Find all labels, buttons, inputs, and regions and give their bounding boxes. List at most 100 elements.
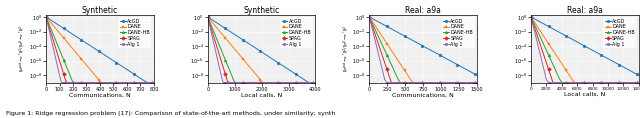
- Alg 1: [532, 34, 540, 36]
- DANE: [456, 82, 463, 83]
- DANE-HB: [379, 45, 387, 46]
- AcGD: [44, 18, 52, 19]
- Title: Synthetic: Synthetic: [82, 6, 118, 15]
- SPAG: [554, 82, 561, 83]
- AcGD: [635, 75, 640, 76]
- DANE: [591, 82, 598, 83]
- DANE: [235, 53, 243, 54]
- DANE-HB: [84, 82, 92, 83]
- DANE: [246, 66, 253, 67]
- DANE-HB: [68, 81, 76, 82]
- AcGD: [283, 68, 291, 69]
- SPAG: [372, 36, 380, 37]
- Alg 1: [145, 82, 153, 83]
- AcGD: [257, 51, 264, 52]
- SPAG: [51, 45, 59, 46]
- DANE-HB: [309, 82, 317, 83]
- Alg 1: [143, 82, 151, 83]
- SPAG: [204, 16, 212, 18]
- DANE-HB: [307, 82, 315, 83]
- DANE-HB: [540, 45, 548, 46]
- Alg 1: [139, 82, 147, 83]
- AcGD: [416, 44, 424, 45]
- AcGD: [633, 73, 640, 75]
- Line: AcGD: AcGD: [206, 16, 317, 84]
- DANE-HB: [551, 69, 559, 70]
- DANE: [620, 82, 627, 83]
- DANE-HB: [434, 82, 442, 83]
- DANE: [584, 82, 592, 83]
- AcGD: [449, 61, 457, 63]
- SPAG: [563, 82, 570, 83]
- AcGD: [241, 41, 249, 42]
- SPAG: [593, 82, 601, 83]
- DANE-HB: [365, 16, 373, 18]
- AcGD: [53, 23, 61, 25]
- Alg 1: [473, 82, 481, 83]
- Alg 1: [405, 82, 413, 83]
- DANE: [387, 50, 395, 51]
- AcGD: [412, 41, 419, 43]
- AcGD: [438, 56, 445, 57]
- AcGD: [221, 28, 229, 29]
- DANE-HB: [58, 54, 65, 55]
- SPAG: [255, 82, 262, 83]
- DANE: [91, 74, 99, 75]
- SPAG: [401, 82, 408, 83]
- AcGD: [365, 16, 373, 18]
- Alg 1: [134, 82, 142, 83]
- DANE: [609, 82, 616, 83]
- DANE-HB: [42, 16, 50, 18]
- AcGD: [148, 82, 156, 83]
- DANE-HB: [543, 50, 550, 51]
- SPAG: [545, 69, 552, 70]
- SPAG: [126, 82, 134, 83]
- AcGD: [301, 79, 308, 81]
- SPAG: [447, 82, 454, 83]
- DANE: [412, 82, 419, 83]
- SPAG: [374, 42, 382, 44]
- DANE-HB: [141, 82, 149, 83]
- Alg 1: [558, 82, 566, 83]
- DANE-HB: [554, 73, 561, 75]
- AcGD: [84, 43, 92, 45]
- DANE-HB: [117, 82, 125, 83]
- DANE-HB: [527, 16, 535, 18]
- DANE-HB: [49, 32, 56, 34]
- Alg 1: [374, 52, 382, 53]
- DANE: [226, 42, 234, 44]
- DANE-HB: [276, 82, 284, 83]
- DANE: [132, 82, 140, 83]
- Alg 1: [575, 82, 583, 83]
- Title: Real: a9a: Real: a9a: [567, 6, 603, 15]
- DANE-HB: [221, 59, 229, 61]
- DANE-HB: [630, 82, 638, 83]
- AcGD: [141, 81, 149, 82]
- AcGD: [556, 32, 563, 33]
- Alg 1: [263, 82, 271, 83]
- AcGD: [540, 23, 548, 25]
- AcGD: [128, 72, 136, 73]
- DANE: [290, 82, 298, 83]
- SPAG: [403, 82, 411, 83]
- DANE: [403, 73, 411, 74]
- DANE-HB: [573, 82, 581, 83]
- DANE: [285, 82, 293, 83]
- DANE-HB: [538, 40, 546, 41]
- DANE-HB: [223, 64, 231, 66]
- DANE: [376, 33, 384, 34]
- AcGD: [111, 61, 118, 62]
- DANE: [139, 82, 147, 83]
- SPAG: [595, 82, 603, 83]
- Alg 1: [425, 82, 433, 83]
- AcGD: [420, 46, 428, 47]
- AcGD: [399, 34, 406, 36]
- DANE-HB: [563, 82, 570, 83]
- SPAG: [303, 82, 310, 83]
- SPAG: [53, 52, 61, 53]
- DANE: [126, 82, 134, 83]
- AcGD: [405, 38, 413, 39]
- DANE: [628, 82, 636, 83]
- DANE-HB: [51, 38, 59, 39]
- SPAG: [436, 82, 444, 83]
